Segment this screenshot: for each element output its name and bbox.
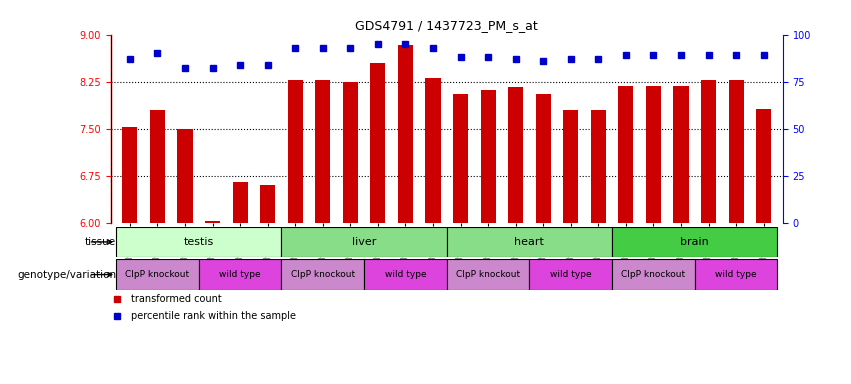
Bar [315,80,330,223]
Bar [364,259,447,290]
Bar [288,80,303,223]
Text: tissue: tissue [85,237,116,247]
Text: ClpP knockout: ClpP knockout [125,270,190,279]
Text: heart: heart [515,237,545,247]
Bar [756,109,771,223]
Bar [150,110,165,223]
Bar [343,82,358,223]
Bar [260,185,275,223]
Text: ClpP knockout: ClpP knockout [456,270,520,279]
Bar [673,86,688,223]
Text: percentile rank within the sample: percentile rank within the sample [131,311,296,321]
Bar [282,259,364,290]
Bar [728,80,744,223]
Bar [529,259,612,290]
Bar [123,127,138,223]
Text: liver: liver [352,237,376,247]
Text: wild type: wild type [385,270,426,279]
Bar [178,129,192,223]
Text: ClpP knockout: ClpP knockout [291,270,355,279]
Bar [199,259,282,290]
Text: transformed count: transformed count [131,293,221,304]
Bar [232,182,248,223]
Bar [535,94,551,223]
Bar [563,110,579,223]
Bar [508,87,523,223]
Text: wild type: wild type [716,270,757,279]
Bar [694,259,778,290]
Bar [646,86,661,223]
Bar [447,227,612,257]
Bar [701,80,716,223]
Text: brain: brain [681,237,709,247]
Text: genotype/variation: genotype/variation [17,270,116,280]
Bar [612,259,694,290]
Bar [116,227,282,257]
Text: wild type: wild type [220,270,261,279]
Bar [398,45,413,223]
Text: testis: testis [184,237,214,247]
Text: wild type: wild type [550,270,591,279]
Bar [205,221,220,223]
Bar [447,259,529,290]
Bar [612,227,778,257]
Bar [591,110,606,223]
Bar [426,78,441,223]
Bar [370,63,386,223]
Bar [481,90,495,223]
Text: ClpP knockout: ClpP knockout [621,270,686,279]
Title: GDS4791 / 1437723_PM_s_at: GDS4791 / 1437723_PM_s_at [356,19,538,32]
Bar [453,94,468,223]
Bar [619,86,633,223]
Bar [116,259,199,290]
Bar [282,227,447,257]
